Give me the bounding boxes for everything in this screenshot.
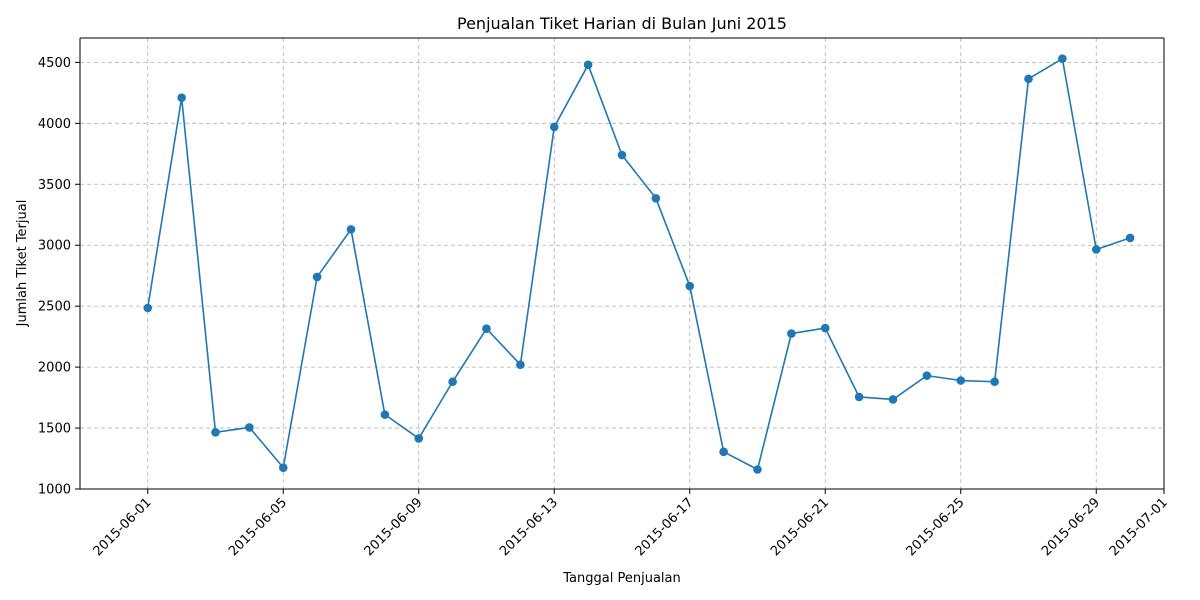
data-point [549, 122, 559, 132]
data-point [245, 423, 254, 432]
y-tick-label: 2500 [38, 300, 71, 315]
x-tick-label: 2015-06-25 [904, 495, 968, 559]
x-tick-label: 2015-06-01 [91, 495, 155, 559]
data-point [448, 377, 457, 387]
series-line [146, 57, 1131, 471]
y-tick-label: 1500 [38, 422, 71, 437]
data-point [278, 463, 288, 472]
x-tick-label: 2015-06-21 [768, 495, 832, 559]
y-tick-label: 4000 [38, 117, 71, 132]
x-tick-label: 2015-06-05 [226, 495, 290, 559]
data-point [787, 329, 796, 338]
chart-title: Penjualan Tiket Harian di Bulan Juni 201… [457, 14, 787, 33]
y-axis-label: Jumlah Tiket Terjual [15, 200, 30, 328]
x-axis-label: Tanggal Penjualan [562, 571, 680, 586]
data-point [211, 428, 220, 437]
y-tick-label: 3000 [38, 239, 71, 254]
y-tick-label: 2000 [38, 361, 71, 376]
data-point [346, 225, 356, 234]
axes: 1000 1500 2000 2500 3000 3500 4000 4500 2015-06-… [38, 37, 1171, 559]
data-point [990, 377, 999, 387]
x-tick-label: 2015-06-09 [362, 495, 426, 559]
data-point [1091, 245, 1101, 254]
grid [80, 38, 1165, 490]
data-point [414, 434, 424, 443]
data-point [685, 281, 695, 291]
data-point [482, 324, 491, 334]
x-tick-label: 2015-06-29 [1039, 495, 1103, 559]
data-point [820, 323, 830, 333]
data-point [719, 447, 728, 457]
y-tick-label: 1000 [38, 483, 71, 498]
data-point [143, 303, 153, 313]
data-point [583, 60, 593, 70]
x-tick-label: 2015-06-17 [633, 495, 697, 559]
y-tick-label: 3500 [38, 178, 71, 193]
data-point [312, 272, 322, 282]
data-point [888, 395, 898, 404]
data-point [854, 392, 864, 402]
data-point [753, 465, 762, 474]
data-point [380, 410, 390, 419]
data-point [177, 93, 186, 103]
data-point [922, 371, 932, 380]
data-point [1024, 74, 1033, 84]
data-point [516, 360, 525, 369]
data-point [1058, 54, 1067, 64]
y-tick-label: 4500 [38, 56, 71, 71]
labels: Penjualan Tiket Harian di Bulan Juni 201… [15, 14, 787, 586]
x-tick-label: 2015-07-01 [1107, 495, 1171, 559]
x-tick-label: 2015-06-13 [497, 495, 561, 559]
data-point [651, 193, 661, 203]
data-point [617, 150, 627, 160]
series-layer [143, 54, 1135, 474]
data-point [956, 376, 966, 385]
data-point [1125, 233, 1135, 243]
